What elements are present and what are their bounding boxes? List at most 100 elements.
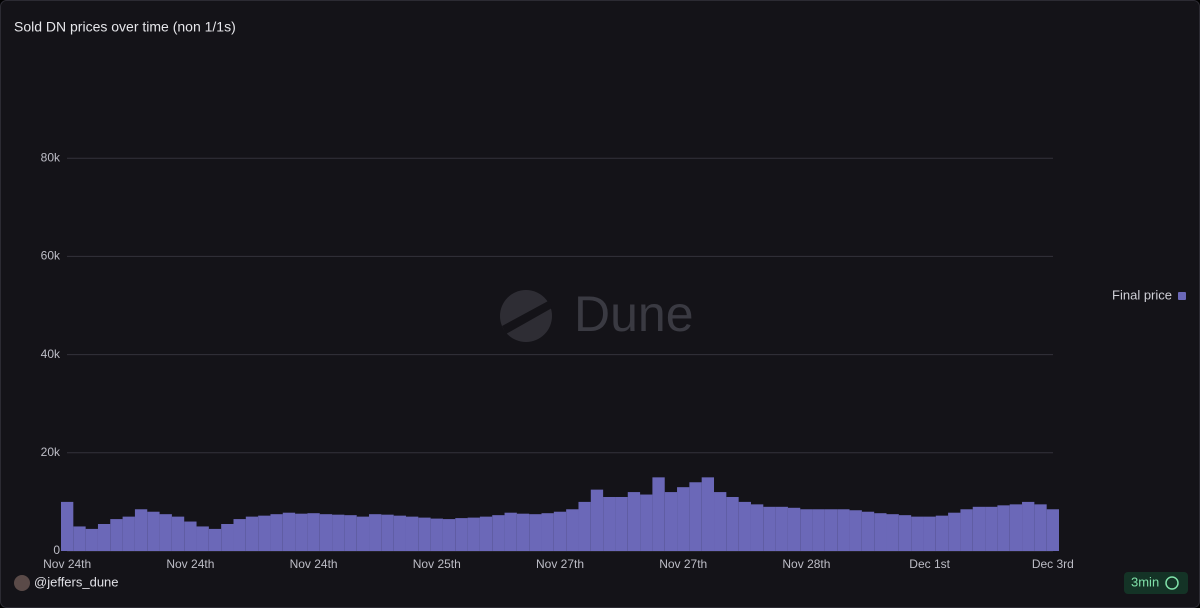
bar (418, 517, 431, 551)
watermark-logo (500, 290, 552, 342)
bar (640, 494, 653, 551)
bar (603, 496, 616, 551)
bar (282, 512, 296, 551)
bar (948, 512, 961, 551)
bar (455, 518, 468, 551)
bar (898, 515, 912, 551)
bar (529, 514, 542, 551)
bar (726, 496, 739, 551)
bar (1046, 509, 1059, 551)
bar (504, 512, 517, 551)
bar (960, 509, 973, 551)
bar (208, 528, 222, 551)
bar (837, 509, 850, 551)
bar (1009, 504, 1023, 551)
bar (874, 513, 887, 551)
bar (369, 514, 382, 551)
bar (381, 514, 394, 551)
bar (824, 509, 838, 551)
bar (763, 506, 776, 551)
y-tick-label: 40k (41, 347, 61, 361)
bar (332, 514, 345, 551)
bar (245, 516, 259, 551)
bar (73, 526, 86, 551)
x-tick-label: Nov 27th (659, 557, 707, 571)
legend-label: Final price (1112, 287, 1172, 302)
bar (911, 516, 924, 551)
bar (738, 501, 751, 551)
bar (356, 516, 370, 551)
chart-title: Sold DN prices over time (non 1/1s) (14, 19, 236, 35)
x-tick-label: Nov 24th (290, 557, 338, 571)
x-tick-label: Nov 28th (782, 557, 830, 571)
bar (171, 516, 185, 551)
bar (750, 504, 764, 551)
bar (886, 514, 899, 551)
refresh-time: 3min (1131, 574, 1159, 589)
bar (61, 501, 74, 551)
x-tick-label: Dec 3rd (1032, 557, 1074, 571)
bar (516, 513, 530, 551)
bar (775, 506, 788, 551)
bar (935, 515, 949, 551)
bar (295, 513, 308, 551)
bar (972, 506, 986, 551)
bar (258, 515, 271, 551)
bar (492, 515, 505, 551)
bar (159, 514, 172, 551)
x-tick-label: Dec 1st (909, 557, 950, 571)
bar (110, 519, 123, 551)
bar (861, 511, 875, 551)
y-tick-label: 20k (41, 445, 61, 459)
x-tick-label: Nov 24th (43, 557, 91, 571)
bar (97, 523, 111, 551)
y-tick-label: 0 (53, 543, 60, 557)
x-tick-label: Nov 24th (166, 557, 214, 571)
bar (221, 523, 234, 551)
bar (627, 492, 641, 551)
bar (184, 521, 197, 551)
bar (997, 505, 1010, 551)
bar (553, 511, 567, 551)
bar (393, 515, 406, 551)
bar (147, 511, 160, 551)
check-icon (1165, 576, 1179, 590)
bar (541, 513, 554, 551)
author[interactable]: @jeffers_dune (34, 574, 119, 589)
bar (442, 519, 456, 551)
x-tick-label: Nov 27th (536, 557, 584, 571)
bar (122, 516, 135, 551)
bar (677, 487, 690, 551)
bar (590, 489, 604, 551)
bar (430, 518, 443, 551)
bar (196, 526, 209, 551)
bar (134, 509, 148, 551)
bar (1034, 504, 1047, 551)
bar (307, 513, 320, 551)
x-tick-label: Nov 25th (413, 557, 461, 571)
bar (405, 516, 419, 551)
bar (319, 514, 333, 551)
watermark: Dune (574, 286, 694, 342)
bar (689, 482, 702, 551)
bar (652, 477, 665, 551)
bar (812, 509, 825, 551)
bar (578, 501, 591, 551)
bar (233, 519, 246, 551)
bar (664, 492, 678, 551)
bar (615, 496, 628, 551)
bar (701, 477, 715, 551)
bar (566, 509, 579, 551)
bar (467, 517, 480, 551)
avatar (14, 575, 30, 591)
bar (985, 506, 998, 551)
bar (787, 507, 801, 551)
bar (923, 516, 936, 551)
y-tick-label: 80k (41, 150, 61, 164)
y-tick-label: 60k (41, 249, 61, 263)
bar (85, 528, 98, 551)
bar (714, 492, 727, 551)
bar (1022, 501, 1035, 551)
bar (849, 510, 862, 551)
